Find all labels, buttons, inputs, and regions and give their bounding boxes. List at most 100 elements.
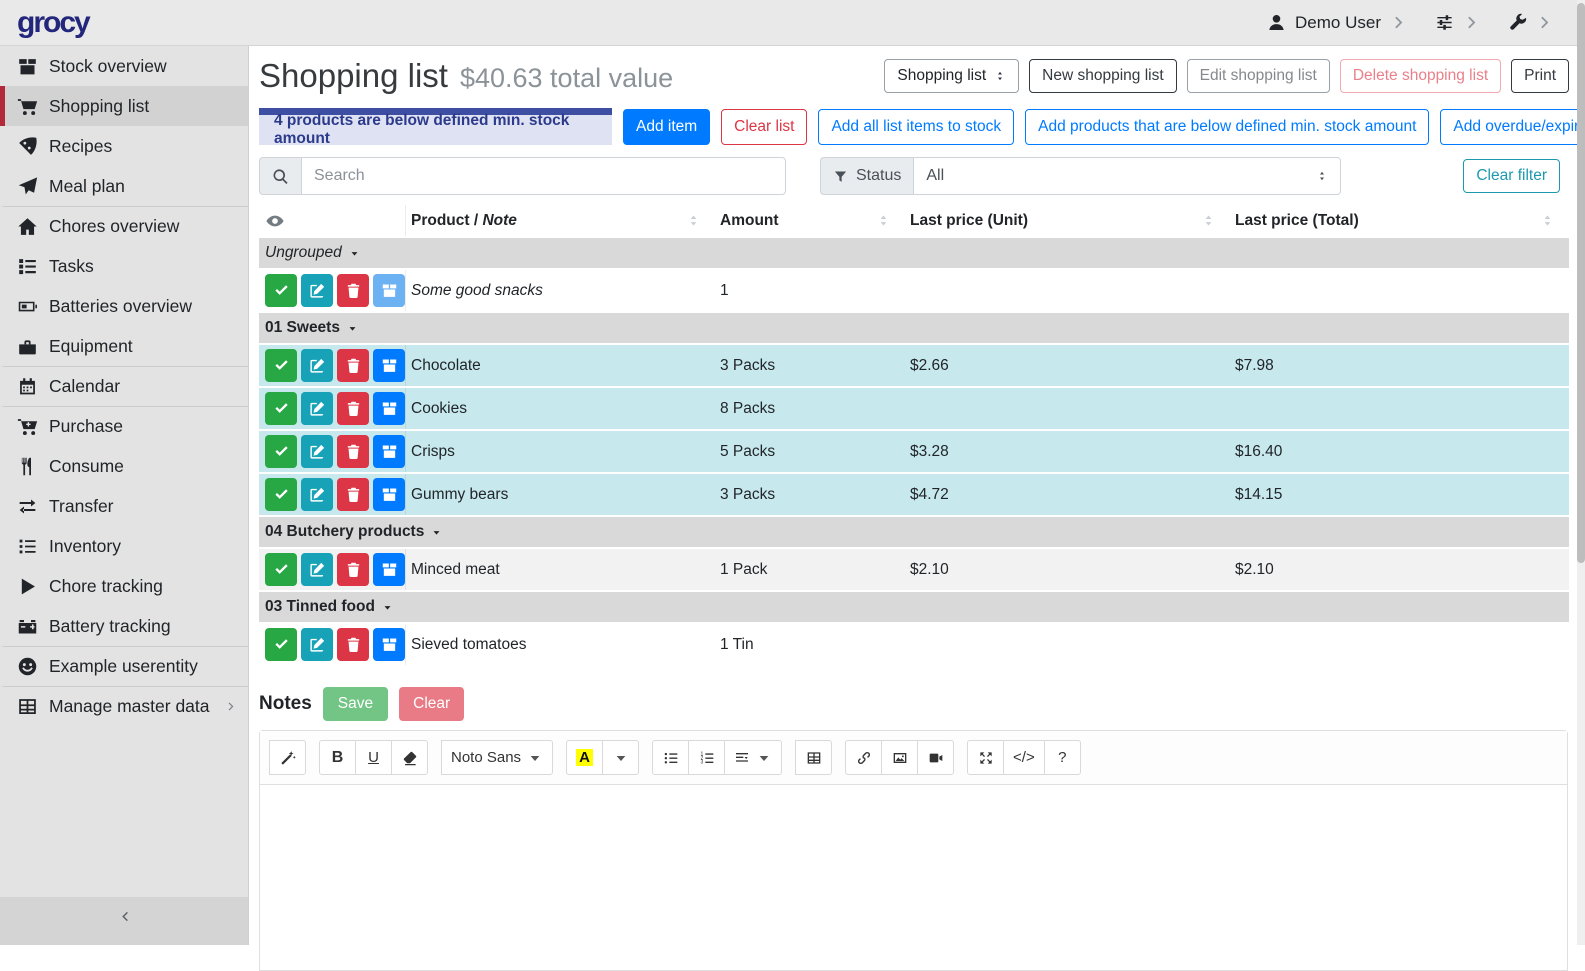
style-magic-button[interactable] [269, 740, 306, 775]
mark-done-button[interactable] [265, 553, 297, 586]
add-to-stock-button[interactable] [373, 628, 405, 661]
mark-done-button[interactable] [265, 349, 297, 382]
insert-picture-button[interactable] [881, 740, 918, 775]
column-visibility-header[interactable] [259, 205, 405, 236]
ordered-list-button[interactable] [688, 740, 725, 775]
group-header-row[interactable]: 01 Sweets [259, 313, 1569, 343]
sidebar-item-batteries-overview[interactable]: Batteries overview [0, 286, 248, 326]
underline-button[interactable]: U [355, 740, 392, 775]
sidebar-item-inventory[interactable]: Inventory [0, 526, 248, 566]
search-input[interactable] [301, 157, 786, 195]
insert-video-button[interactable] [917, 740, 954, 775]
add-to-stock-button[interactable] [373, 392, 405, 425]
group-header-row[interactable]: 04 Butchery products [259, 517, 1569, 547]
text-color-button[interactable]: A [566, 740, 603, 775]
font-family-select[interactable]: Noto Sans [441, 740, 553, 775]
sidebar-item-chores-overview[interactable]: Chores overview [0, 206, 248, 246]
mark-done-button[interactable] [265, 435, 297, 468]
vertical-scrollbar[interactable] [1577, 0, 1585, 945]
utensils-icon [17, 456, 38, 477]
shopping-list-select[interactable]: Shopping list [884, 59, 1019, 93]
edit-item-button[interactable] [301, 392, 333, 425]
clear-notes-button[interactable]: Clear [399, 687, 464, 721]
insert-link-button[interactable] [845, 740, 882, 775]
paragraph-style-button[interactable] [724, 740, 782, 775]
add-to-stock-button[interactable] [373, 478, 405, 511]
bold-button[interactable]: B [319, 740, 356, 775]
add-all-list-items-to-stock-button[interactable]: Add all list items to stock [818, 109, 1014, 145]
sidebar-item-transfer[interactable]: Transfer [0, 486, 248, 526]
group-header-row[interactable]: 03 Tinned food [259, 592, 1569, 622]
clear-format-button[interactable] [391, 740, 428, 775]
trash-icon [345, 282, 362, 299]
edit-item-button[interactable] [301, 274, 333, 307]
mark-done-button[interactable] [265, 392, 297, 425]
edit-item-button[interactable] [301, 349, 333, 382]
delete-item-button[interactable] [337, 274, 369, 307]
user-menu[interactable]: Demo User [1267, 13, 1409, 33]
sidebar-item-tasks[interactable]: Tasks [0, 246, 248, 286]
delete-item-button[interactable] [337, 349, 369, 382]
edit-item-button[interactable] [301, 478, 333, 511]
edit-item-button[interactable] [301, 435, 333, 468]
fullscreen-button[interactable] [967, 740, 1004, 775]
app-logo[interactable]: grocy [17, 6, 89, 40]
mark-done-button[interactable] [265, 478, 297, 511]
sidebar-item-calendar[interactable]: Calendar [0, 366, 248, 406]
text-color-dropdown[interactable] [602, 740, 639, 775]
sort-icon [1201, 213, 1216, 228]
search-group [259, 157, 786, 195]
status-select[interactable]: All [913, 157, 1341, 195]
add-overdue-expired-products-button[interactable]: Add overdue/expired products [1440, 109, 1585, 145]
delete-shopping-list-button[interactable]: Delete shopping list [1340, 59, 1501, 93]
scrollbar-thumb[interactable] [1577, 3, 1585, 563]
sidebar-item-equipment[interactable]: Equipment [0, 326, 248, 366]
last-price-unit-column-header[interactable]: Last price (Unit) [905, 205, 1230, 236]
delete-item-button[interactable] [337, 553, 369, 586]
sidebar-item-chore-tracking[interactable]: Chore tracking [0, 566, 248, 606]
sidebar-item-recipes[interactable]: Recipes [0, 126, 248, 166]
stock-box-icon [381, 282, 398, 299]
clear-list-button[interactable]: Clear list [721, 109, 807, 145]
add-to-stock-button[interactable] [373, 274, 405, 307]
delete-item-button[interactable] [337, 628, 369, 661]
product-column-header[interactable]: Product / Note [405, 205, 715, 236]
amount-column-header[interactable]: Amount [715, 205, 905, 236]
last-price-total-column-header[interactable]: Last price (Total) [1230, 205, 1569, 236]
mark-done-button[interactable] [265, 628, 297, 661]
delete-item-button[interactable] [337, 392, 369, 425]
save-notes-button[interactable]: Save [323, 687, 388, 721]
add-item-button[interactable]: Add item [623, 109, 710, 145]
admin-menu[interactable] [1508, 13, 1555, 32]
sidebar-item-example-userentity[interactable]: Example userentity [0, 646, 248, 686]
print-button[interactable]: Print [1511, 59, 1569, 93]
help-button[interactable]: ? [1044, 740, 1081, 775]
sidebar-item-meal-plan[interactable]: Meal plan [0, 166, 248, 206]
sidebar-item-consume[interactable]: Consume [0, 446, 248, 486]
settings-menu[interactable] [1435, 13, 1482, 32]
add-to-stock-button[interactable] [373, 349, 405, 382]
sidebar-collapse-button[interactable] [0, 897, 248, 945]
edit-item-button[interactable] [301, 628, 333, 661]
code-view-button[interactable]: </> [1003, 740, 1045, 775]
mark-done-button[interactable] [265, 274, 297, 307]
edit-item-button[interactable] [301, 553, 333, 586]
edit-shopping-list-button[interactable]: Edit shopping list [1187, 59, 1330, 93]
sidebar-item-battery-tracking[interactable]: Battery tracking [0, 606, 248, 646]
sidebar-item-shopping-list[interactable]: Shopping list [0, 86, 248, 126]
delete-item-button[interactable] [337, 435, 369, 468]
delete-item-button[interactable] [337, 478, 369, 511]
sidebar-item-manage-master-data[interactable]: Manage master data [0, 686, 248, 726]
add-to-stock-button[interactable] [373, 435, 405, 468]
add-products-below-min-stock-button[interactable]: Add products that are below defined min.… [1025, 109, 1429, 145]
insert-table-button[interactable] [795, 740, 832, 775]
group-header-row[interactable]: Ungrouped [259, 238, 1569, 268]
sidebar-item-purchase[interactable]: Purchase [0, 406, 248, 446]
clear-filter-button[interactable]: Clear filter [1463, 159, 1560, 193]
sidebar-item-stock-overview[interactable]: Stock overview [0, 46, 248, 86]
notes-editor-area[interactable] [260, 785, 1567, 970]
unordered-list-button[interactable] [652, 740, 689, 775]
product-cell: Some good snacks [405, 270, 715, 311]
new-shopping-list-button[interactable]: New shopping list [1029, 59, 1176, 93]
add-to-stock-button[interactable] [373, 553, 405, 586]
